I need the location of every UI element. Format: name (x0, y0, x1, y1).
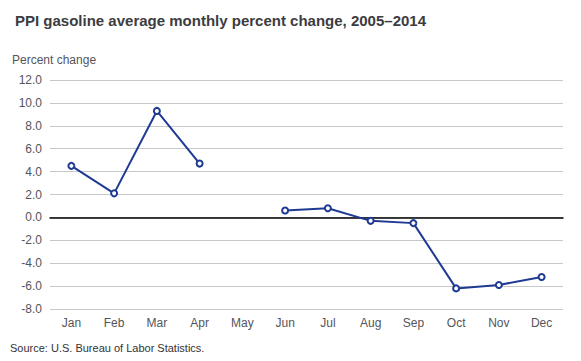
svg-text:Source: U.S. Bureau of Labor S: Source: U.S. Bureau of Labor Statistics. (10, 342, 204, 354)
svg-text:2.0: 2.0 (25, 188, 42, 202)
svg-text:Jul: Jul (320, 316, 335, 330)
svg-text:8.0: 8.0 (25, 119, 42, 133)
svg-text:Sep: Sep (403, 316, 425, 330)
svg-text:Apr: Apr (190, 316, 209, 330)
svg-text:-8.0: -8.0 (21, 302, 42, 316)
svg-text:-4.0: -4.0 (21, 256, 42, 270)
svg-text:Mar: Mar (147, 316, 168, 330)
svg-text:Nov: Nov (488, 316, 509, 330)
svg-text:12.0: 12.0 (19, 73, 43, 87)
svg-text:Jan: Jan (62, 316, 81, 330)
svg-text:Dec: Dec (531, 316, 552, 330)
svg-text:4.0: 4.0 (25, 165, 42, 179)
svg-text:May: May (231, 316, 254, 330)
svg-text:0.0: 0.0 (25, 210, 42, 224)
svg-text:Feb: Feb (104, 316, 125, 330)
svg-text:-2.0: -2.0 (21, 233, 42, 247)
svg-text:10.0: 10.0 (19, 96, 43, 110)
svg-text:Percent change: Percent change (12, 53, 96, 67)
svg-text:Aug: Aug (360, 316, 381, 330)
svg-text:PPI gasoline average monthly p: PPI gasoline average monthly percent cha… (15, 12, 427, 29)
svg-text:6.0: 6.0 (25, 142, 42, 156)
svg-text:Jun: Jun (275, 316, 294, 330)
svg-text:Oct: Oct (447, 316, 466, 330)
svg-text:-6.0: -6.0 (21, 279, 42, 293)
